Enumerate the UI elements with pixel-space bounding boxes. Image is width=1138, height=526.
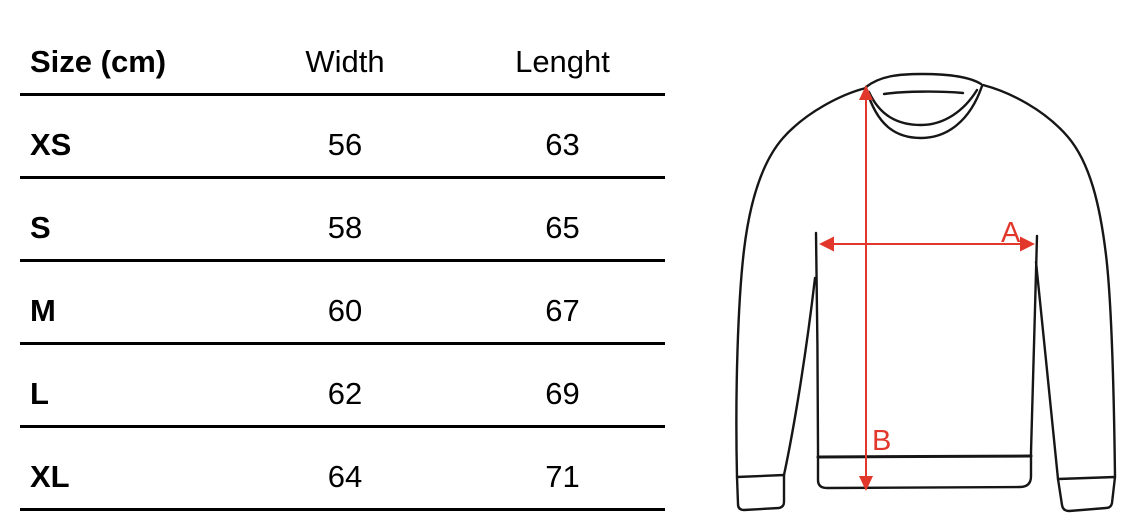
arrowhead-down-icon <box>859 476 873 491</box>
table-row: M 60 67 <box>20 260 665 345</box>
width-measure-arrow: A <box>819 217 1035 252</box>
header-width: Width <box>230 30 460 96</box>
arrowhead-up-icon <box>859 85 873 100</box>
table-row: L 62 69 <box>20 343 665 428</box>
size-label: M <box>20 260 230 345</box>
width-value: 58 <box>230 177 460 262</box>
width-value: 62 <box>230 343 460 428</box>
length-value: 71 <box>460 426 665 511</box>
garment-outline <box>735 72 1117 513</box>
length-measure-arrow: B <box>859 85 891 491</box>
length-value: 67 <box>460 260 665 345</box>
arrowhead-left-icon <box>819 236 834 252</box>
length-value: 69 <box>460 343 665 428</box>
arrowhead-right-icon <box>1020 236 1035 252</box>
size-label: XL <box>20 426 230 511</box>
length-value: 63 <box>460 94 665 179</box>
size-table-panel: Size (cm) Width Lenght XS 56 63 S 58 65 … <box>20 30 665 511</box>
length-value: 65 <box>460 177 665 262</box>
table-row: S 58 65 <box>20 177 665 262</box>
width-value: 64 <box>230 426 460 511</box>
size-label: XS <box>20 94 230 179</box>
table-row: XS 56 63 <box>20 94 665 179</box>
size-label: S <box>20 177 230 262</box>
width-value: 60 <box>230 260 460 345</box>
width-value: 56 <box>230 94 460 179</box>
table-header-row: Size (cm) Width Lenght <box>20 30 665 96</box>
size-table: Size (cm) Width Lenght XS 56 63 S 58 65 … <box>20 30 665 511</box>
table-row: XL 64 71 <box>20 426 665 511</box>
sweatshirt-diagram: A B <box>680 0 1138 526</box>
size-label: L <box>20 343 230 428</box>
header-size: Size (cm) <box>20 30 230 96</box>
crewneck-sweatshirt-icon: A B <box>735 72 1117 513</box>
length-arrow-label: B <box>872 425 891 457</box>
header-length: Lenght <box>460 30 665 96</box>
width-arrow-label: A <box>1001 217 1021 249</box>
